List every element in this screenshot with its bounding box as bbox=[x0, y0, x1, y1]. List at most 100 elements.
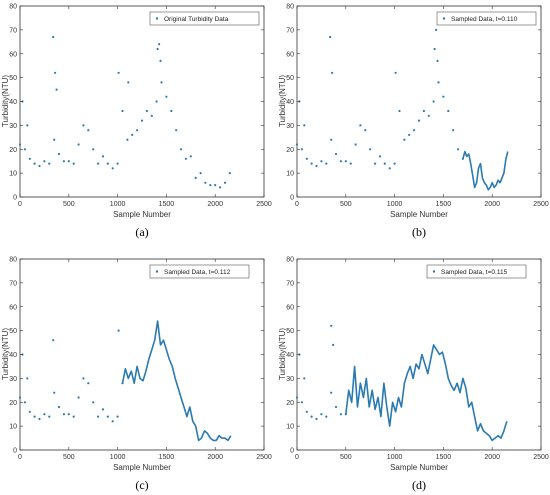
y-tick-label: 0 bbox=[13, 195, 17, 202]
data-point bbox=[214, 184, 217, 187]
x-tick-label: 2500 bbox=[533, 201, 549, 208]
x-tick-label: 0 bbox=[295, 454, 299, 461]
data-point bbox=[111, 167, 114, 170]
outlier-point bbox=[54, 71, 57, 74]
y-tick-label: 0 bbox=[290, 448, 294, 455]
data-point bbox=[77, 143, 80, 146]
data-point bbox=[97, 415, 100, 418]
data-point bbox=[38, 417, 41, 421]
y-tick-label: 30 bbox=[286, 376, 294, 383]
x-axis-label: Sample Number bbox=[390, 463, 448, 472]
legend-marker bbox=[432, 270, 436, 273]
y-tick-label: 80 bbox=[286, 4, 294, 11]
axis-ticks: 0 500 1000 1500 2000 2500 0 10 20 30 40 50 60 70 80 bbox=[286, 4, 549, 209]
data-point bbox=[359, 124, 362, 127]
data-point bbox=[325, 415, 328, 418]
y-tick-label: 30 bbox=[9, 123, 17, 130]
data-point bbox=[349, 162, 352, 165]
data-point bbox=[72, 162, 75, 165]
data-point bbox=[295, 143, 299, 146]
data-point bbox=[364, 129, 367, 132]
data-marks bbox=[18, 320, 232, 442]
x-tick-label: 1000 bbox=[387, 454, 403, 461]
data-point bbox=[57, 405, 61, 409]
data-point bbox=[131, 133, 134, 136]
data-point bbox=[136, 129, 139, 132]
x-tick-label: 1500 bbox=[436, 454, 452, 461]
axis-ticks: 0 500 1000 1500 2000 2500 0 10 20 30 40 50 60 70 80 bbox=[9, 4, 272, 209]
data-point bbox=[18, 143, 22, 146]
data-point bbox=[53, 138, 56, 141]
panel-d: 0 500 1000 1500 2000 2500 0 10 20 30 40 50 60 70 80 Sa… bbox=[278, 257, 549, 493]
data-point bbox=[393, 162, 396, 165]
data-point bbox=[408, 133, 411, 136]
y-tick-label: 60 bbox=[286, 51, 294, 58]
outlier-point bbox=[332, 343, 335, 346]
data-point bbox=[43, 413, 46, 416]
y-tick-label: 70 bbox=[9, 280, 17, 287]
plot-frame bbox=[19, 5, 265, 198]
panel-caption: (a) bbox=[135, 225, 148, 239]
y-tick-label: 10 bbox=[286, 171, 294, 178]
data-point bbox=[437, 81, 440, 84]
data-point bbox=[106, 415, 109, 418]
y-tick-label: 60 bbox=[9, 51, 17, 58]
y-tick-label: 20 bbox=[9, 400, 17, 407]
y-tick-label: 80 bbox=[9, 4, 17, 11]
y-tick-label: 20 bbox=[9, 147, 17, 154]
data-point bbox=[33, 162, 36, 165]
y-tick-label: 40 bbox=[9, 99, 17, 106]
y-tick-label: 10 bbox=[9, 171, 17, 178]
data-point bbox=[26, 124, 29, 127]
data-point bbox=[403, 138, 406, 141]
data-point bbox=[116, 162, 119, 165]
axis-ticks: 0 500 1000 1500 2000 2500 0 10 20 30 40 50 60 70 80 bbox=[286, 257, 549, 462]
data-marks bbox=[295, 324, 508, 442]
data-point bbox=[160, 81, 163, 84]
x-tick-label: 0 bbox=[18, 454, 22, 461]
data-point bbox=[295, 396, 299, 399]
data-point bbox=[33, 415, 36, 418]
data-point bbox=[23, 401, 26, 404]
data-point bbox=[184, 157, 187, 160]
data-point bbox=[334, 152, 338, 156]
data-point bbox=[62, 413, 65, 416]
data-point bbox=[28, 410, 31, 413]
series-line bbox=[345, 344, 508, 442]
data-point bbox=[398, 109, 401, 113]
outlier-point bbox=[159, 59, 162, 63]
legend-label: Sampled Data, t=0.110 bbox=[451, 16, 518, 23]
data-point bbox=[204, 181, 207, 184]
data-point bbox=[18, 396, 22, 399]
data-point bbox=[223, 181, 227, 184]
x-tick-label: 1500 bbox=[159, 201, 175, 208]
x-tick-label: 2000 bbox=[207, 454, 223, 461]
data-point bbox=[303, 377, 306, 380]
data-point bbox=[43, 160, 46, 163]
data-point bbox=[116, 415, 119, 418]
x-tick-label: 1000 bbox=[110, 454, 126, 461]
y-axis-label: Turbidity(NTU) bbox=[1, 328, 10, 380]
panel-a: 0 500 1000 1500 2000 2500 0 10 20 30 40 50 60 70 80 Or… bbox=[1, 4, 272, 240]
outlier-point bbox=[158, 43, 161, 46]
outlier-point bbox=[435, 28, 438, 31]
outlier-point bbox=[117, 71, 120, 74]
y-tick-label: 50 bbox=[9, 328, 17, 335]
y-tick-label: 0 bbox=[13, 448, 17, 455]
y-tick-label: 50 bbox=[286, 328, 294, 335]
legend-label: Sampled Data, t=0.112 bbox=[164, 269, 231, 276]
data-point bbox=[48, 162, 51, 165]
x-tick-label: 2500 bbox=[256, 454, 272, 461]
data-point bbox=[320, 413, 323, 416]
legend-box: Sampled Data, t=0.110 bbox=[436, 11, 537, 26]
x-tick-label: 2000 bbox=[207, 201, 223, 208]
y-axis-label: Turbidity(NTU) bbox=[278, 75, 287, 127]
data-point bbox=[194, 176, 197, 179]
plot-frame bbox=[296, 5, 542, 198]
data-point bbox=[145, 109, 148, 113]
y-tick-label: 10 bbox=[9, 424, 17, 431]
data-point bbox=[417, 119, 421, 122]
data-point bbox=[87, 129, 90, 132]
outlier-point bbox=[329, 35, 332, 39]
